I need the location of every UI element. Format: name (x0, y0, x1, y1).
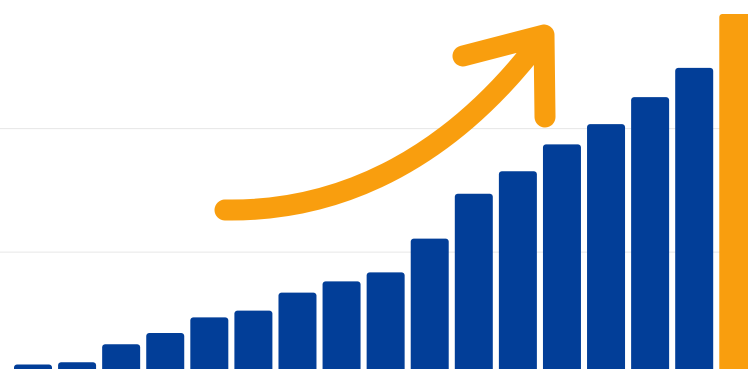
bars (14, 14, 748, 369)
bar-7 (278, 292, 317, 369)
bar-11 (454, 193, 493, 369)
bar-highlight (719, 14, 748, 369)
bar-8 (322, 281, 361, 369)
bar-5 (190, 317, 229, 369)
bar-15 (631, 97, 670, 369)
bar-13 (542, 144, 581, 369)
bar-9 (366, 272, 405, 369)
bar-14 (587, 124, 626, 369)
trend-arrow-icon (214, 24, 556, 221)
bar-3 (102, 344, 141, 369)
bar-1 (14, 364, 52, 369)
bar-4 (146, 333, 185, 369)
bar-12 (498, 171, 537, 369)
bar-2 (58, 362, 97, 369)
bar-6 (234, 310, 273, 369)
bar-10 (410, 238, 449, 369)
bar-16 (675, 67, 714, 369)
